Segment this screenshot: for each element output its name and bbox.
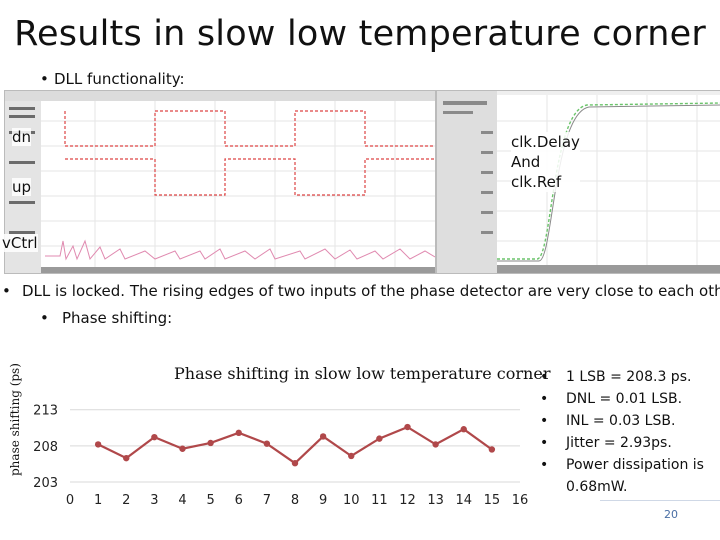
chart-y-ticks: 213 208 203 [33,404,58,491]
bullet-dot: • [540,435,549,451]
page-number: 20 [664,508,678,521]
bullet-phase-shifting: • Phase shifting: [40,309,172,327]
x-tick-label: 14 [455,493,472,508]
bullet-text: DLL is locked. The rising edges of two i… [22,282,720,300]
spec-item-jitter: • Jitter = 2.93ps. [540,432,716,454]
x-tick-label: 11 [371,493,388,508]
data-point [319,433,327,440]
x-tick-label: 15 [484,493,501,508]
slide-title: Results in slow low temperature corner [14,14,706,54]
wave-label-dn: dn [12,128,32,146]
x-tick-label: 13 [427,493,444,508]
y-tick-label: 208 [33,440,58,455]
chart-title: Phase shifting in slow low temperature c… [174,364,551,383]
data-point [488,446,496,453]
wave-label-clk-line2: And [511,153,541,171]
data-point [291,460,299,467]
data-point [348,452,355,460]
spec-text: 1 LSB = 208.3 ps. [566,369,692,385]
data-point [235,429,242,437]
x-tick-label: 6 [235,493,243,508]
spec-text: Jitter = 2.93ps. [566,435,672,451]
spec-item-dnl: • DNL = 0.01 LSB. [540,388,716,410]
x-tick-label: 10 [343,493,360,508]
bullet-dot: • [540,391,549,407]
chart-grid [70,409,520,483]
spec-text: Power dissipation is 0.68mW. [566,457,704,495]
chart-x-ticks: 0 1 2 3 4 5 6 7 8 9 10 11 12 13 14 15 16 [66,493,528,508]
bullet-dot: • [2,282,11,300]
wave-label-clk: clk.Delay And clk.Ref [511,132,580,192]
x-tick-label: 8 [291,493,299,508]
wave-label-vctrl: vCtrl [2,234,38,252]
spec-item-inl: • INL = 0.03 LSB. [540,410,716,432]
bullet-dot: • [540,457,549,473]
spec-text: INL = 0.03 LSB. [566,413,676,429]
x-tick-label: 12 [399,493,416,508]
data-point [94,441,102,448]
wave-label-clk-line1: clk.Delay [511,133,580,151]
data-point [123,454,130,462]
data-point [207,439,214,447]
spec-item-power: • Power dissipation is 0.68mW. [540,454,716,498]
data-point [263,440,271,447]
data-point [460,426,467,433]
bullet-text: DLL functionality: [54,70,185,88]
bullet-dot: • [540,413,549,429]
data-point [376,435,383,442]
waveform-screenshot-dn-up [4,90,436,274]
bullet-dot: • [540,369,549,385]
bullet-dll-locked: • DLL is locked. The rising edges of two … [2,282,720,300]
spec-text: DNL = 0.01 LSB. [566,391,683,407]
x-tick-label: 9 [319,493,327,508]
x-tick-label: 3 [150,493,158,508]
bullet-dll-functionality: • DLL functionality: [40,70,185,88]
data-point [432,441,439,448]
y-tick-label: 203 [33,476,58,491]
waveform-plot [5,91,435,273]
wave-label-up: up [12,178,32,196]
spec-item-lsb: • 1 LSB = 208.3 ps. [540,366,716,388]
data-point [404,423,411,431]
x-tick-label: 7 [263,493,271,508]
bullet-dot: • [40,70,49,88]
x-tick-label: 2 [122,493,130,508]
x-tick-label: 0 [66,493,74,508]
y-tick-label: 213 [33,404,58,419]
x-tick-label: 16 [512,493,529,508]
x-tick-label: 1 [94,493,102,508]
specs-list: • 1 LSB = 208.3 ps. • DNL = 0.01 LSB. • INL… [540,366,716,498]
data-point [179,445,186,452]
x-tick-label: 4 [178,493,186,508]
data-point [151,433,158,441]
bullet-dot: • [40,309,49,327]
x-tick-label: 5 [206,493,214,508]
series-points [94,423,496,467]
wave-label-clk-line3: clk.Ref [511,173,562,191]
bullet-text: Phase shifting: [62,309,173,327]
footer-rule [600,500,720,501]
